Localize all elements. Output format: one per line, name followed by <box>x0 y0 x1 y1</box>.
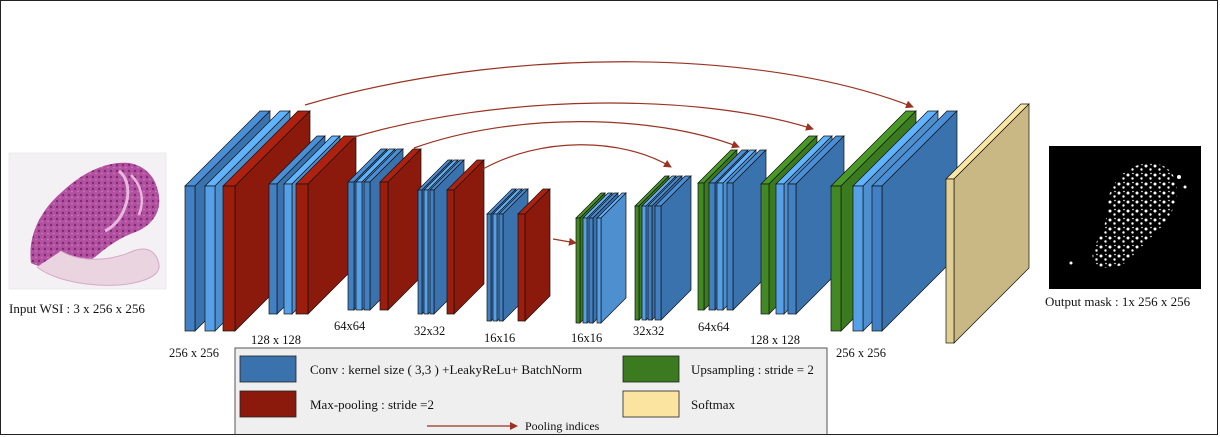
pool-16 <box>517 188 551 322</box>
legend-pooling-label: Pooling indices <box>525 419 600 433</box>
pool-128 <box>295 135 357 315</box>
output-caption: Output mask : 1x 256 x 256 <box>1045 294 1191 309</box>
dconv-64-c <box>726 149 767 311</box>
decoder-label-256: 256 x 256 <box>836 346 886 360</box>
skip-arc-32 <box>482 144 672 170</box>
legend-softmax-label: Softmax <box>691 397 736 412</box>
bottleneck-arrow <box>552 237 577 246</box>
encoder-label-128: 128 x 128 <box>251 333 301 347</box>
pool-64 <box>379 148 422 311</box>
softmax-layer <box>945 103 1030 344</box>
dconv-256-b <box>871 110 958 332</box>
decoder-label-64: 64x64 <box>698 320 730 334</box>
encoder-label-64: 64x64 <box>334 319 366 333</box>
skip-arc-128 <box>350 102 814 139</box>
skip-arc-64 <box>413 121 740 149</box>
input-caption: Input WSI : 3 x 256 x 256 <box>9 301 145 316</box>
legend-upsample-label: Upsampling : stride = 2 <box>691 362 814 377</box>
decoder-label-16: 16x16 <box>571 331 602 345</box>
legend: Conv : kernel size ( 3,3 ) +LeakyReLu+ B… <box>234 347 828 434</box>
output-mask-image <box>1049 146 1201 289</box>
decoder-label-128: 128 x 128 <box>750 333 800 347</box>
legend-upsample-swatch <box>622 355 680 383</box>
pool-32 <box>446 159 485 315</box>
dconv-16-c <box>596 192 627 324</box>
legend-conv-label: Conv : kernel size ( 3,3 ) +LeakyReLu+ B… <box>310 362 582 377</box>
legend-box <box>234 347 828 434</box>
input-wsi-image <box>8 152 167 290</box>
encoder-label-32: 32x32 <box>414 324 445 338</box>
dconv-32-c <box>654 175 692 321</box>
encoder-label-256: 256 x 256 <box>169 346 219 360</box>
skip-arc-256 <box>304 61 914 109</box>
legend-pool-label: Max-pooling : stride =2 <box>310 397 434 412</box>
decoder-label-32: 32x32 <box>633 324 664 338</box>
pooling-index-arcs <box>304 61 914 246</box>
encoder-label-16: 16x16 <box>484 331 515 345</box>
legend-pool-swatch <box>239 390 297 418</box>
network-layers <box>184 103 1030 344</box>
legend-softmax-swatch <box>622 390 680 418</box>
legend-conv-swatch <box>239 355 297 383</box>
